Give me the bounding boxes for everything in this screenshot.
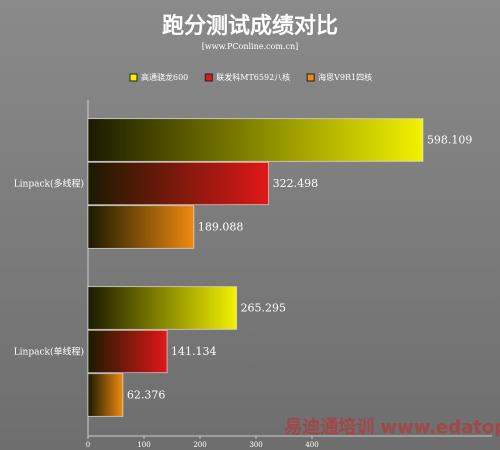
bar: [87, 286, 237, 330]
chart-subtitle: [www.PConline.com.cn]: [202, 42, 298, 51]
legend-label: 海思V9R1四核: [318, 72, 372, 82]
chart-title: 跑分测试成绩对比: [162, 13, 338, 39]
x-tick-label: 300: [249, 441, 262, 449]
y-tick-label: Linpack(单线程): [14, 346, 84, 358]
bar: [87, 205, 195, 249]
bar: [87, 118, 424, 162]
bar: [87, 161, 269, 206]
value-label: 62.376: [127, 389, 166, 402]
bar: [87, 373, 124, 417]
x-tick-label: 200: [193, 441, 206, 449]
legend-label: 联发科MT6592八核: [216, 72, 290, 82]
legend-swatch: [306, 73, 315, 82]
x-tick-label: 400: [305, 441, 318, 449]
value-label: 141.134: [171, 345, 217, 358]
y-tick-label: Linpack(多线程): [14, 178, 84, 190]
x-tick-label: 100: [137, 441, 150, 449]
watermark: 易迪通培训 www.edatop.com: [284, 416, 500, 438]
legend-swatch: [129, 73, 138, 82]
legend-label: 高通骁龙600: [141, 72, 188, 82]
value-label: 598.109: [427, 134, 473, 147]
legend-swatch: [204, 73, 213, 82]
value-label: 189.088: [198, 221, 244, 234]
bar: [87, 329, 168, 374]
value-label: 265.295: [241, 302, 286, 315]
x-tick-label: 0: [86, 441, 90, 449]
value-label: 322.498: [273, 177, 319, 190]
